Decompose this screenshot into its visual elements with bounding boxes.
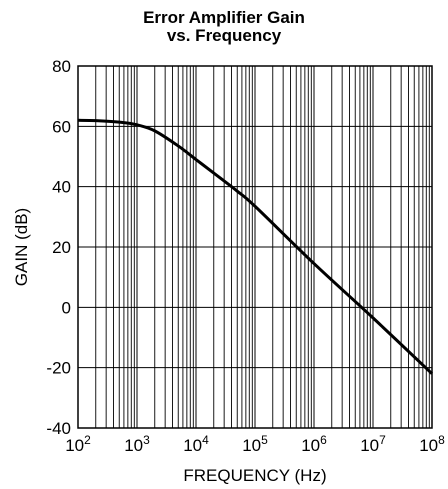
grid [77, 65, 432, 429]
y-tick-label: 0 [62, 298, 71, 317]
chart-title-line2: vs. Frequency [166, 26, 282, 45]
x-tick-base: 10 [183, 436, 202, 455]
y-axis-label: GAIN (dB) [12, 208, 31, 286]
x-tick-exponent: 7 [379, 433, 386, 447]
x-tick-label: 105 [242, 433, 268, 455]
x-tick-exponent: 4 [202, 433, 209, 447]
y-tick-label: 80 [52, 57, 71, 76]
x-tick-label: 107 [360, 433, 386, 455]
plot-frame [77, 65, 433, 429]
y-tick-label: -40 [46, 419, 71, 438]
series-layer [77, 118, 434, 375]
x-tick-label: 108 [419, 433, 445, 455]
x-axis-label: FREQUENCY (Hz) [183, 466, 326, 485]
x-tick-exponent: 8 [438, 433, 445, 447]
x-tick-exponent: 5 [261, 433, 268, 447]
x-tick-exponent: 2 [84, 433, 91, 447]
x-tick-base: 10 [301, 436, 320, 455]
x-tick-label: 103 [124, 433, 150, 455]
x-tick-label: 104 [183, 433, 209, 455]
x-tick-labels: 102 103 104 105 106 107 108 [65, 433, 445, 455]
gain-curve-0 [77, 118, 434, 375]
x-tick-label: 102 [65, 433, 91, 455]
chart-title-line1: Error Amplifier Gain [143, 8, 305, 27]
x-tick-base: 10 [242, 436, 261, 455]
x-tick-exponent: 6 [320, 433, 327, 447]
y-tick-label: 60 [52, 117, 71, 136]
x-tick-base: 10 [65, 436, 84, 455]
x-tick-exponent: 3 [143, 433, 150, 447]
y-tick-label: -20 [46, 359, 71, 378]
y-tick-label: 40 [52, 178, 71, 197]
y-tick-label: 20 [52, 238, 71, 257]
x-tick-base: 10 [124, 436, 143, 455]
x-tick-base: 10 [360, 436, 379, 455]
x-tick-base: 10 [419, 436, 438, 455]
x-tick-label: 106 [301, 433, 327, 455]
y-tick-labels: 80 60 40 20 0 -20 -40 [46, 57, 71, 438]
